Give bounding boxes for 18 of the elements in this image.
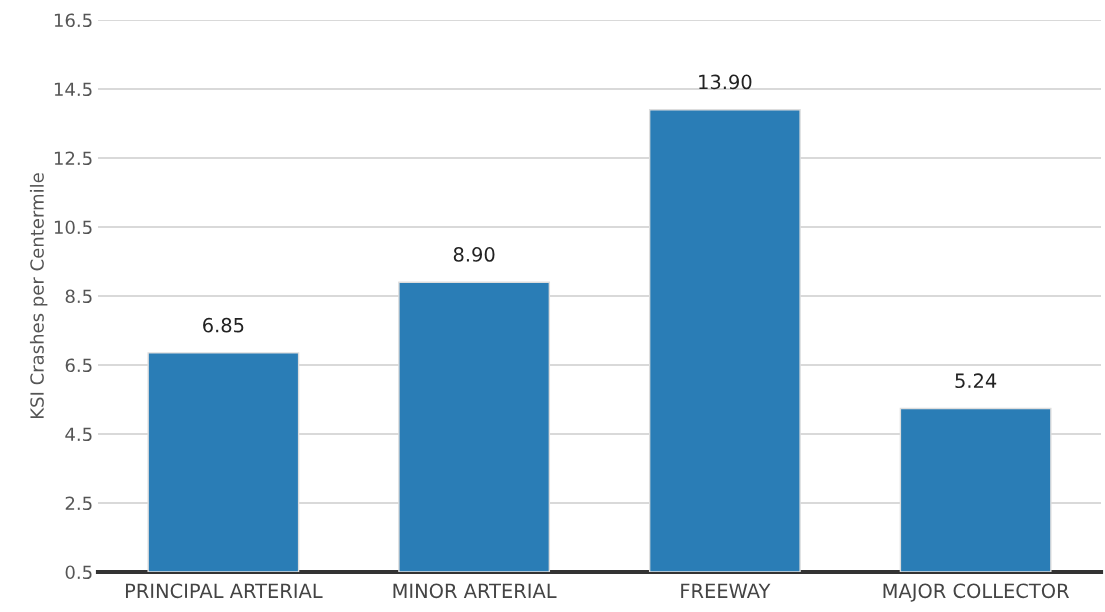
y-tick-label: 4.5 <box>65 427 92 442</box>
y-tick-label: 12.5 <box>54 151 92 166</box>
y-tick-label: 2.5 <box>65 496 92 511</box>
data-label: 8.90 <box>453 247 495 262</box>
data-label: 13.90 <box>699 74 752 90</box>
y-tick-label: 16.5 <box>54 13 92 28</box>
y-tick-label: 8.5 <box>65 289 92 304</box>
x-tick-label: PRINCIPAL ARTERIAL <box>125 583 323 599</box>
x-tick-label: MINOR ARTERIAL <box>393 583 557 599</box>
y-tick-label: 0.5 <box>65 565 92 580</box>
y-tick-label: 6.5 <box>65 358 92 373</box>
x-tick-label: MAJOR COLLECTOR <box>883 583 1070 602</box>
y-axis-title: KSI Crashes per Centermile <box>29 173 48 418</box>
y-tick-label: 10.5 <box>54 220 92 235</box>
y-tick-label: 14.5 <box>54 82 92 97</box>
data-label: 6.85 <box>203 317 244 333</box>
data-label: 5.24 <box>955 373 997 389</box>
x-tick-label: FREEWAY <box>681 583 771 598</box>
